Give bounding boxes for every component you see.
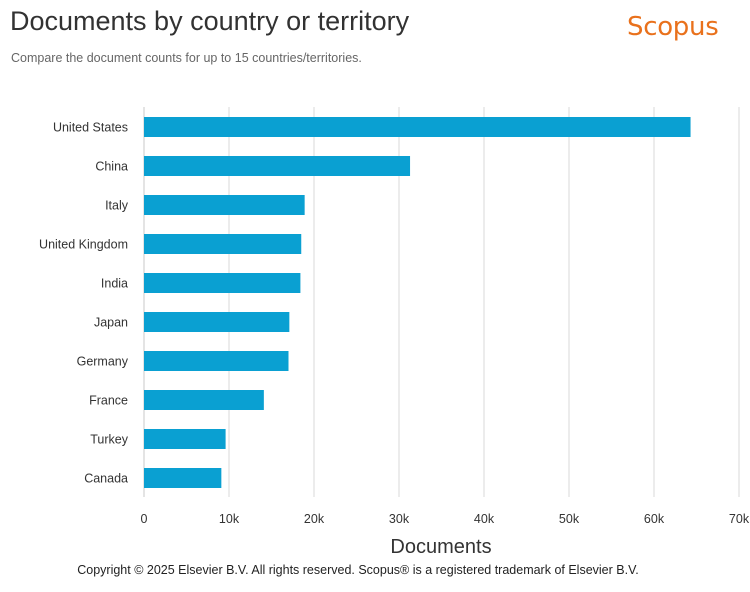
- bar[interactable]: [144, 312, 290, 332]
- x-tick-label: 20k: [304, 512, 325, 526]
- x-tick-label: 0: [141, 512, 148, 526]
- category-label: France: [89, 394, 128, 408]
- x-tick-label: 60k: [644, 512, 665, 526]
- x-tick-labels: 0 10k 20k 30k 40k 50k 60k 70k: [141, 512, 750, 526]
- category-labels: United States China Italy United Kingdom Ind…: [39, 121, 129, 486]
- bar[interactable]: [144, 468, 222, 488]
- page-subtitle: Compare the document counts for up to 15…: [11, 51, 362, 65]
- bar[interactable]: [144, 234, 302, 254]
- category-label: Japan: [94, 316, 128, 330]
- category-label: Germany: [77, 355, 129, 369]
- bar[interactable]: [144, 351, 289, 371]
- bar[interactable]: [144, 195, 305, 215]
- bar[interactable]: [144, 117, 691, 137]
- x-tick-label: 50k: [559, 512, 580, 526]
- bars: [144, 117, 691, 488]
- category-label: India: [101, 277, 128, 291]
- category-label: United Kingdom: [39, 238, 128, 252]
- bar[interactable]: [144, 429, 226, 449]
- x-tick-label: 30k: [389, 512, 410, 526]
- x-tick-label: 10k: [219, 512, 240, 526]
- category-label: China: [95, 160, 128, 174]
- bar[interactable]: [144, 156, 411, 176]
- x-tick-label: 70k: [729, 512, 750, 526]
- bar[interactable]: [144, 390, 264, 410]
- bar[interactable]: [144, 273, 301, 293]
- x-tick-label: 40k: [474, 512, 495, 526]
- category-label: Italy: [105, 199, 129, 213]
- category-label: Canada: [84, 472, 128, 486]
- copyright-notice: Copyright © 2025 Elsevier B.V. All right…: [77, 563, 639, 577]
- documents-bar-chart: United States China Italy United Kingdom Ind…: [39, 107, 750, 558]
- scopus-logo[interactable]: Scopus: [627, 12, 719, 42]
- page-title: Documents by country or territory: [10, 6, 410, 36]
- x-axis-title: Documents: [390, 536, 491, 558]
- category-label: Turkey: [90, 433, 128, 447]
- category-label: United States: [53, 121, 128, 135]
